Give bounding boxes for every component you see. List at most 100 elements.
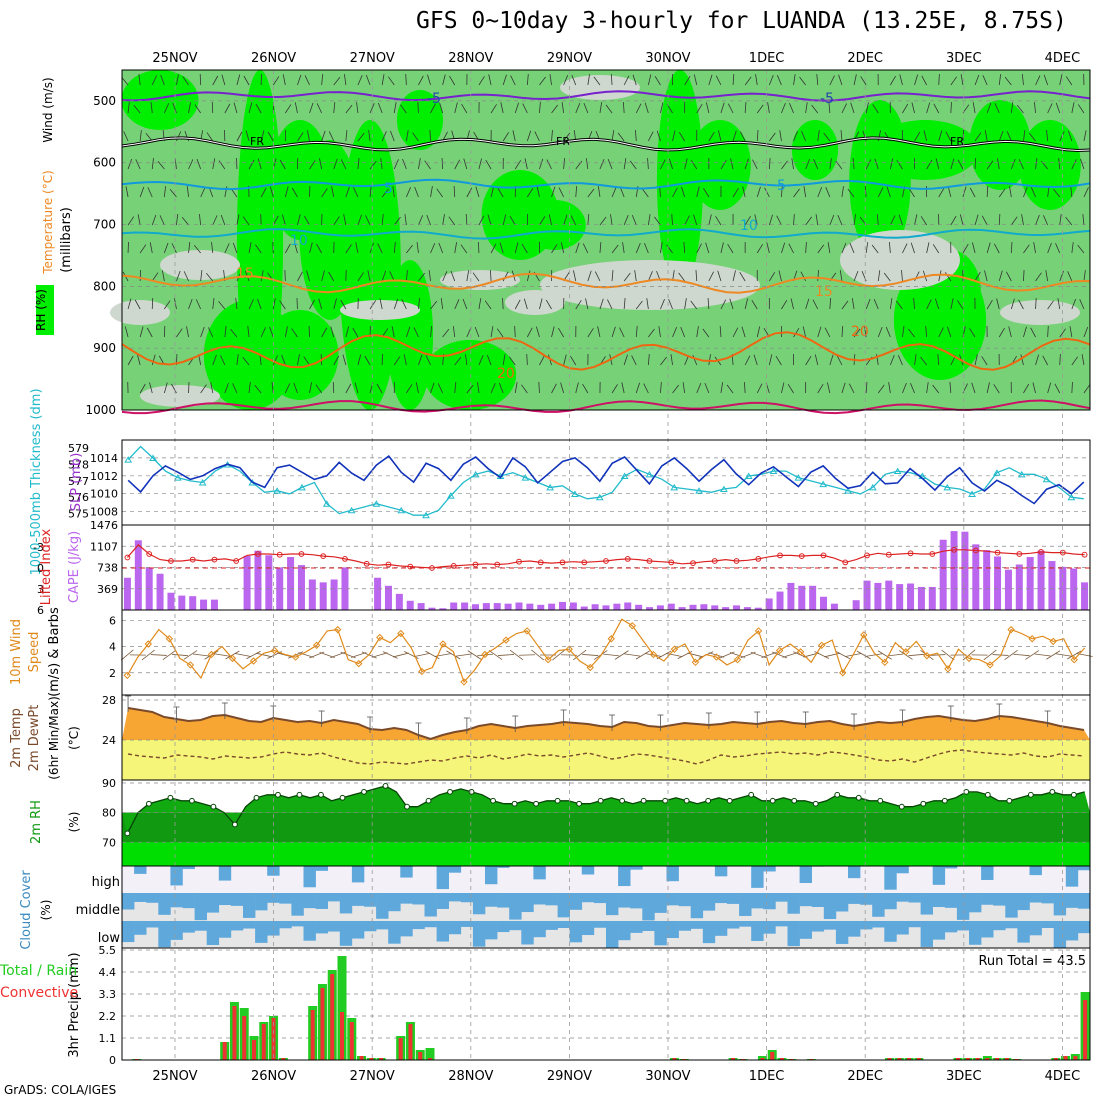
precip-legend-total: Total / Rain [0,963,77,979]
slp-tick-label: 1014 [90,452,118,465]
wind-speed-point [691,658,700,667]
rh-axis-label: 2m RH [29,800,44,844]
surface-wind-barb [761,652,777,658]
surface-wind-barb [614,650,629,660]
lifted-point [820,552,827,559]
cape-bar [711,605,719,610]
upper-wind-barb [526,74,529,86]
upper-wind-barb [212,354,217,366]
rh-dry-area [160,250,240,280]
thickness-point [149,454,157,461]
surface-wind-barb [635,650,650,660]
precip-convective-bar [760,1058,765,1060]
rh-moist-area [423,340,517,410]
upper-wind-barb [610,214,613,226]
cloud-cover-bar [218,893,232,906]
upper-wind-barb [357,75,363,86]
lifted-point [755,556,762,562]
cloud-cover-bar [848,921,861,937]
upper-wind-barb [466,270,470,282]
upper-wind-barb [405,326,411,338]
upper-wind-barb [1008,326,1012,338]
temp-contour-label: -5 [820,91,834,107]
wind-speed-point [860,631,868,639]
lifted-point [1016,551,1023,557]
upper-wind-barb [139,383,146,394]
upper-wind-barb [321,188,328,198]
upper-wind-barb [318,298,323,310]
upper-wind-barb [413,327,419,338]
wind-axis-label-3: (m/s) & Barbs [47,607,62,697]
upper-wind-barb [206,272,214,282]
upper-wind-barb [430,243,436,254]
rh-point [1070,791,1077,798]
wind-speed-point [228,654,237,663]
upper-wind-barb [224,382,229,394]
upper-wind-barb [739,272,746,282]
cloud-cover-bar [666,893,679,906]
upper-wind-barb [309,102,314,114]
upper-wind-barb [376,383,383,394]
cape-bar [1048,561,1056,610]
cloud-cover-bar [497,866,510,868]
cloud-cover-bar [1053,921,1067,948]
cape-bar [330,579,338,610]
surface-wind-barb [1046,650,1061,660]
rh-moist-area [791,120,839,180]
upper-wind-barb [789,103,794,114]
precip-tick-label: 5.5 [99,944,117,957]
wind-speed-point [628,621,637,630]
upper-wind-barb [121,76,129,86]
upper-wind-barb [683,242,686,254]
cloud-cover-bar [279,921,292,929]
cloud-cover-bar [424,893,437,917]
upper-wind-barb [526,130,532,142]
cloud-cover-bar [763,866,776,872]
upper-wind-barb [490,243,497,254]
upper-wind-barb [548,214,552,226]
upper-wind-barb [885,327,891,338]
upper-wind-barb [587,188,595,198]
upper-wind-barb [309,242,313,254]
upper-wind-barb [619,186,625,198]
upper-wind-barb [449,75,456,86]
rh-moist-area [386,260,434,410]
upper-wind-barb [442,74,446,86]
upper-wind-barb [245,130,250,142]
upper-wind-barb [272,76,280,86]
upper-wind-barb [621,382,625,394]
surface-wind-barb [382,651,398,659]
date-label-top: 29NOV [547,51,592,66]
upper-wind-barb [391,326,395,338]
date-label-top: 3DEC [946,51,982,66]
lifted-point [1081,551,1088,558]
temp-contour-label: FR [250,135,264,148]
upper-wind-barb [817,384,824,394]
upper-wind-barb [442,271,448,282]
surface-wind-barb [371,652,388,658]
upper-wind-barb [257,298,262,310]
upper-wind-barb [860,76,867,86]
cloud-cover-bar [920,893,933,915]
cloud-cover-bar [630,866,643,870]
upper-wind-barb [793,74,796,86]
upper-wind-barb [962,130,964,142]
rh-tick-label: 80 [102,807,116,820]
upper-wind-barb [744,158,749,170]
lifted-point [690,560,696,566]
cloud-cover-bar [714,921,728,936]
upper-wind-barb [220,355,226,366]
upper-wind-barb [333,158,338,170]
temp-contour-label: 5 [777,178,786,194]
upper-wind-barb [369,160,377,170]
cloud-cover-bar [1053,893,1067,916]
upper-wind-barb [514,326,516,338]
surface-wind-barb [1067,650,1082,660]
precip-convective-bar [242,1016,247,1060]
cape-bar [972,544,980,610]
cloud-cover-bar [606,893,619,916]
wind-speed-point [376,633,384,642]
upper-wind-barb [236,214,240,226]
upper-wind-barb [242,216,250,226]
upper-wind-barb [957,159,964,170]
